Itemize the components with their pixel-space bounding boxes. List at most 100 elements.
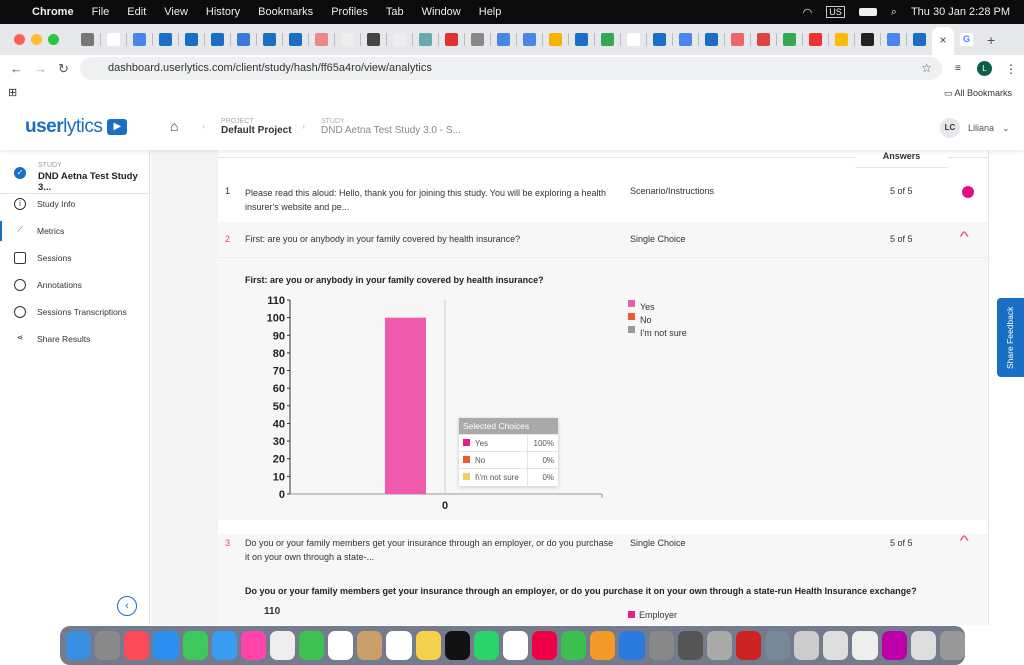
menu-tab[interactable]: Tab <box>385 6 404 18</box>
home-icon[interactable]: ⌂ <box>170 118 179 134</box>
pinned-tab-icon[interactable] <box>653 33 666 46</box>
clock[interactable]: Thu 30 Jan 2:28 PM <box>910 6 1010 18</box>
pinned-tab-icon[interactable] <box>185 33 198 46</box>
dock-app-icon[interactable] <box>910 631 936 660</box>
pinned-tab-icon[interactable] <box>523 33 536 46</box>
pinned-tab-icon[interactable] <box>367 33 380 46</box>
pinned-tab-icon[interactable] <box>601 33 614 46</box>
close-window-button[interactable] <box>14 34 25 45</box>
back-icon[interactable]: ← <box>10 61 23 76</box>
dock-app-icon[interactable] <box>735 631 761 660</box>
pinned-tab-icon[interactable] <box>471 33 484 46</box>
menu-history[interactable]: History <box>205 6 241 18</box>
pinned-tab-icon[interactable] <box>211 33 224 46</box>
dock-app-icon[interactable] <box>357 631 383 660</box>
dock-app-icon[interactable] <box>794 631 820 660</box>
dock-app-icon[interactable] <box>386 631 412 660</box>
dock-app-icon[interactable] <box>444 631 470 660</box>
collapse-sidebar-button[interactable]: ‹ <box>117 596 137 616</box>
apps-grid-icon[interactable]: ⊞ <box>8 87 18 99</box>
minimize-window-button[interactable] <box>31 34 42 45</box>
dock-app-icon[interactable] <box>211 631 237 660</box>
pinned-tab-icon[interactable] <box>731 33 744 46</box>
pinned-tab-icon[interactable] <box>107 33 120 46</box>
pinned-tab-icon[interactable] <box>159 33 172 46</box>
menu-help[interactable]: Help <box>478 6 502 18</box>
dock-app-icon[interactable] <box>124 631 150 660</box>
sidebar-item-metrics[interactable]: ⟋ Metrics <box>0 221 150 241</box>
sidebar-item-sessions[interactable]: Sessions <box>0 248 150 268</box>
sidebar-item-annotations[interactable]: Annotations <box>0 275 150 295</box>
pinned-tab-icon[interactable] <box>445 33 458 46</box>
pinned-tab-icon[interactable] <box>497 33 510 46</box>
pinned-tab-icon[interactable] <box>679 33 692 46</box>
dock-app-icon[interactable] <box>473 631 499 660</box>
dock-app-icon[interactable] <box>823 631 849 660</box>
pinned-tab-icon[interactable] <box>705 33 718 46</box>
user-menu[interactable]: LC Liliana ⌄ <box>940 118 1010 138</box>
dock-app-icon[interactable] <box>502 631 528 660</box>
pinned-tab-icon[interactable] <box>783 33 796 46</box>
breadcrumb-study[interactable]: STUDY DND Aetna Test Study 3.0 - S... <box>321 118 461 136</box>
menu-bookmarks[interactable]: Bookmarks <box>258 6 314 18</box>
pinned-tab-icon[interactable] <box>393 33 406 46</box>
new-tab-button[interactable]: + <box>987 31 996 48</box>
chevron-up-icon[interactable]: ^ <box>959 228 969 244</box>
all-bookmarks-button[interactable]: ▭ All Bookmarks <box>944 88 1012 99</box>
userlytics-logo[interactable]: userlytics ▶ <box>25 116 128 138</box>
pinned-tab-icon[interactable] <box>835 33 848 46</box>
table-row[interactable]: 1 Please read this aloud: Hello, thank y… <box>218 186 988 226</box>
menu-app-name[interactable]: Chrome <box>32 6 74 18</box>
sidebar-item-study-info[interactable]: i Study Info <box>0 194 150 214</box>
dock-app-icon[interactable] <box>648 631 674 660</box>
pinned-tab-icon[interactable] <box>81 33 94 46</box>
more-menu-icon[interactable]: ⋮ <box>1005 61 1017 76</box>
menu-edit[interactable]: Edit <box>127 6 147 18</box>
pinned-tab-icon[interactable] <box>289 33 302 46</box>
dock-app-icon[interactable] <box>706 631 732 660</box>
pinned-tab-icon[interactable] <box>315 33 328 46</box>
sidebar-item-share-results[interactable]: ⋖ Share Results <box>0 329 150 349</box>
menu-profiles[interactable]: Profiles <box>331 6 368 18</box>
dock-app-icon[interactable] <box>619 631 645 660</box>
active-tab-close-button[interactable]: × <box>932 27 954 55</box>
dock-app-icon[interactable] <box>881 631 907 660</box>
pinned-tab-icon[interactable] <box>757 33 770 46</box>
pinned-tab-icon[interactable] <box>419 33 432 46</box>
menu-view[interactable]: View <box>164 6 188 18</box>
pinned-tab-icon[interactable] <box>861 33 874 46</box>
battery-icon[interactable] <box>858 8 877 16</box>
reload-icon[interactable]: ↻ <box>58 60 69 76</box>
google-tab-icon[interactable]: G <box>960 33 973 46</box>
breadcrumb-project[interactable]: PROJECT Default Project <box>221 118 292 136</box>
menu-window[interactable]: Window <box>421 6 461 18</box>
keyboard-layout[interactable]: US <box>826 6 845 18</box>
dock-app-icon[interactable] <box>532 631 558 660</box>
answers-column-header[interactable]: Answers <box>855 151 948 168</box>
dock-app-icon[interactable] <box>939 631 965 660</box>
pinned-tab-icon[interactable] <box>263 33 276 46</box>
sidebar-item-transcriptions[interactable]: Sessions Transcriptions <box>0 302 150 322</box>
dock-app-icon[interactable] <box>590 631 616 660</box>
table-row[interactable]: 3 Do you or your family members get your… <box>218 532 988 574</box>
pinned-tab-icon[interactable] <box>627 33 640 46</box>
legend-item[interactable]: Employer <box>628 610 677 620</box>
pinned-tab-icon[interactable] <box>809 33 822 46</box>
dock-app-icon[interactable] <box>95 631 121 660</box>
dock-app-icon[interactable] <box>765 631 791 660</box>
dock-app-icon[interactable] <box>561 631 587 660</box>
dock-app-icon[interactable] <box>299 631 325 660</box>
forward-icon[interactable]: → <box>34 61 47 76</box>
media-icon[interactable]: ≡ <box>955 63 961 74</box>
dock-app-icon[interactable] <box>415 631 441 660</box>
dock-app-icon[interactable] <box>153 631 179 660</box>
dock-app-icon[interactable] <box>269 631 295 660</box>
dock-app-icon[interactable] <box>66 631 92 660</box>
pinned-tab-icon[interactable] <box>913 33 926 46</box>
pinned-tab-icon[interactable] <box>133 33 146 46</box>
bookmark-star-icon[interactable]: ☆ <box>921 61 932 75</box>
pinned-tab-icon[interactable] <box>341 33 354 46</box>
maximize-window-button[interactable] <box>48 34 59 45</box>
table-row[interactable]: 2 First: are you or anybody in your fami… <box>218 222 988 258</box>
dock-app-icon[interactable] <box>328 631 354 660</box>
